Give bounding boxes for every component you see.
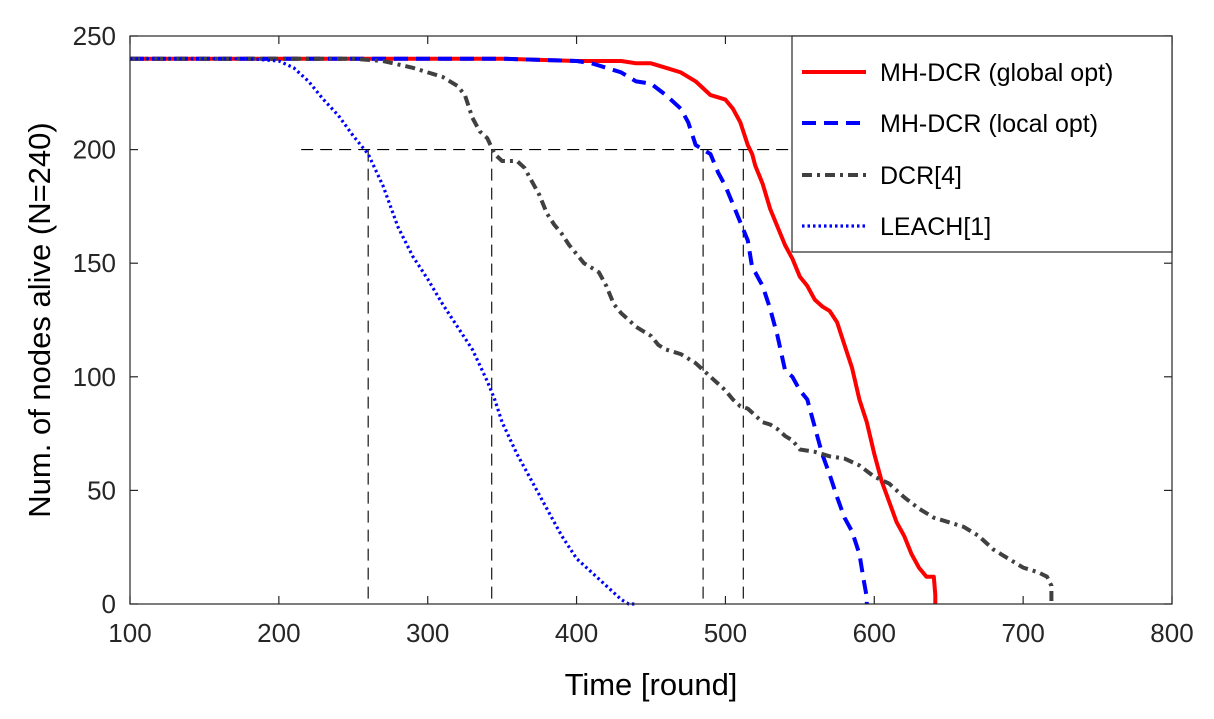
- series-line-2: [130, 56, 1054, 604]
- legend: MH-DCR (global opt) MH-DCR (local opt) D…: [791, 35, 1173, 253]
- y-tick-label: 200: [73, 135, 116, 165]
- y-axis-title: Num. of nodes alive (N=240): [22, 122, 57, 517]
- y-tick-label: 50: [87, 475, 116, 505]
- x-tick-label: 600: [853, 618, 896, 648]
- x-tick-label: 800: [1150, 618, 1193, 648]
- x-tick-label: 100: [108, 618, 151, 648]
- x-tick-label: 700: [1001, 618, 1044, 648]
- x-tick-label: 400: [555, 618, 598, 648]
- legend-label-dcr4: DCR[4]: [880, 162, 962, 190]
- y-tick-label: 0: [102, 589, 116, 619]
- series-line-3: [130, 57, 637, 606]
- series-lines: [130, 56, 1054, 606]
- legend-label-leach1: LEACH[1]: [880, 213, 991, 241]
- legend-label-mh-dcr-global: MH-DCR (global opt): [880, 59, 1113, 87]
- y-tick-label: 100: [73, 362, 116, 392]
- axis-ticks: 100 200 300 400 500 600 700 800 0 50 100 150 200 250: [73, 21, 1194, 648]
- x-axis-title: Time [round]: [565, 667, 738, 702]
- reference-lines: [301, 149, 800, 604]
- legend-label-mh-dcr-local: MH-DCR (local opt): [880, 110, 1098, 138]
- x-tick-label: 300: [406, 618, 449, 648]
- plot-frame: [129, 35, 1173, 605]
- series-line-0: [130, 56, 938, 604]
- series-line-1: [130, 56, 869, 604]
- y-tick-label: 250: [73, 21, 116, 51]
- y-tick-label: 150: [73, 248, 116, 278]
- x-tick-label: 500: [704, 618, 747, 648]
- x-tick-label: 200: [257, 618, 300, 648]
